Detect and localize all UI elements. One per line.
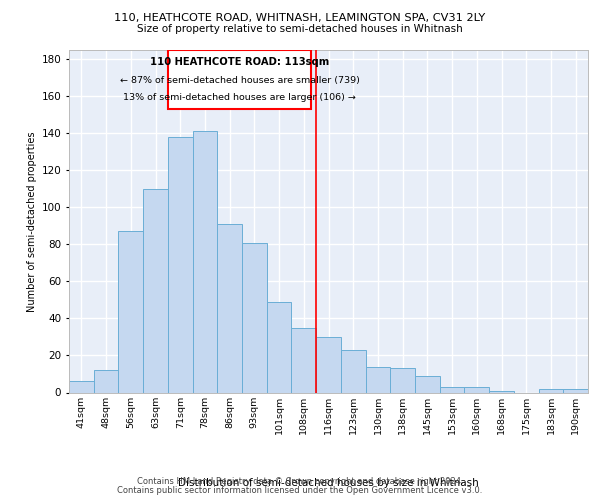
Bar: [94, 370, 118, 392]
Bar: [217, 224, 242, 392]
Bar: [415, 376, 440, 392]
Bar: [316, 337, 341, 392]
X-axis label: Distribution of semi-detached houses by size in Whitnash: Distribution of semi-detached houses by …: [178, 478, 479, 488]
Text: 13% of semi-detached houses are larger (106) →: 13% of semi-detached houses are larger (…: [124, 92, 356, 102]
Bar: [440, 387, 464, 392]
Bar: [69, 382, 94, 392]
Bar: [267, 302, 292, 392]
Bar: [341, 350, 365, 393]
Text: Contains HM Land Registry data © Crown copyright and database right 2024.: Contains HM Land Registry data © Crown c…: [137, 477, 463, 486]
Bar: [365, 366, 390, 392]
Bar: [242, 242, 267, 392]
Bar: [563, 389, 588, 392]
Bar: [193, 132, 217, 392]
Y-axis label: Number of semi-detached properties: Number of semi-detached properties: [28, 131, 37, 312]
Text: 110, HEATHCOTE ROAD, WHITNASH, LEAMINGTON SPA, CV31 2LY: 110, HEATHCOTE ROAD, WHITNASH, LEAMINGTO…: [115, 13, 485, 23]
Bar: [292, 328, 316, 392]
Bar: [390, 368, 415, 392]
Bar: [143, 189, 168, 392]
FancyBboxPatch shape: [169, 50, 311, 109]
Text: ← 87% of semi-detached houses are smaller (739): ← 87% of semi-detached houses are smalle…: [120, 76, 360, 85]
Bar: [489, 390, 514, 392]
Bar: [539, 389, 563, 392]
Bar: [168, 137, 193, 392]
Bar: [464, 387, 489, 392]
Bar: [118, 232, 143, 392]
Text: 110 HEATHCOTE ROAD: 113sqm: 110 HEATHCOTE ROAD: 113sqm: [150, 58, 329, 68]
Text: Size of property relative to semi-detached houses in Whitnash: Size of property relative to semi-detach…: [137, 24, 463, 34]
Text: Contains public sector information licensed under the Open Government Licence v3: Contains public sector information licen…: [118, 486, 482, 495]
